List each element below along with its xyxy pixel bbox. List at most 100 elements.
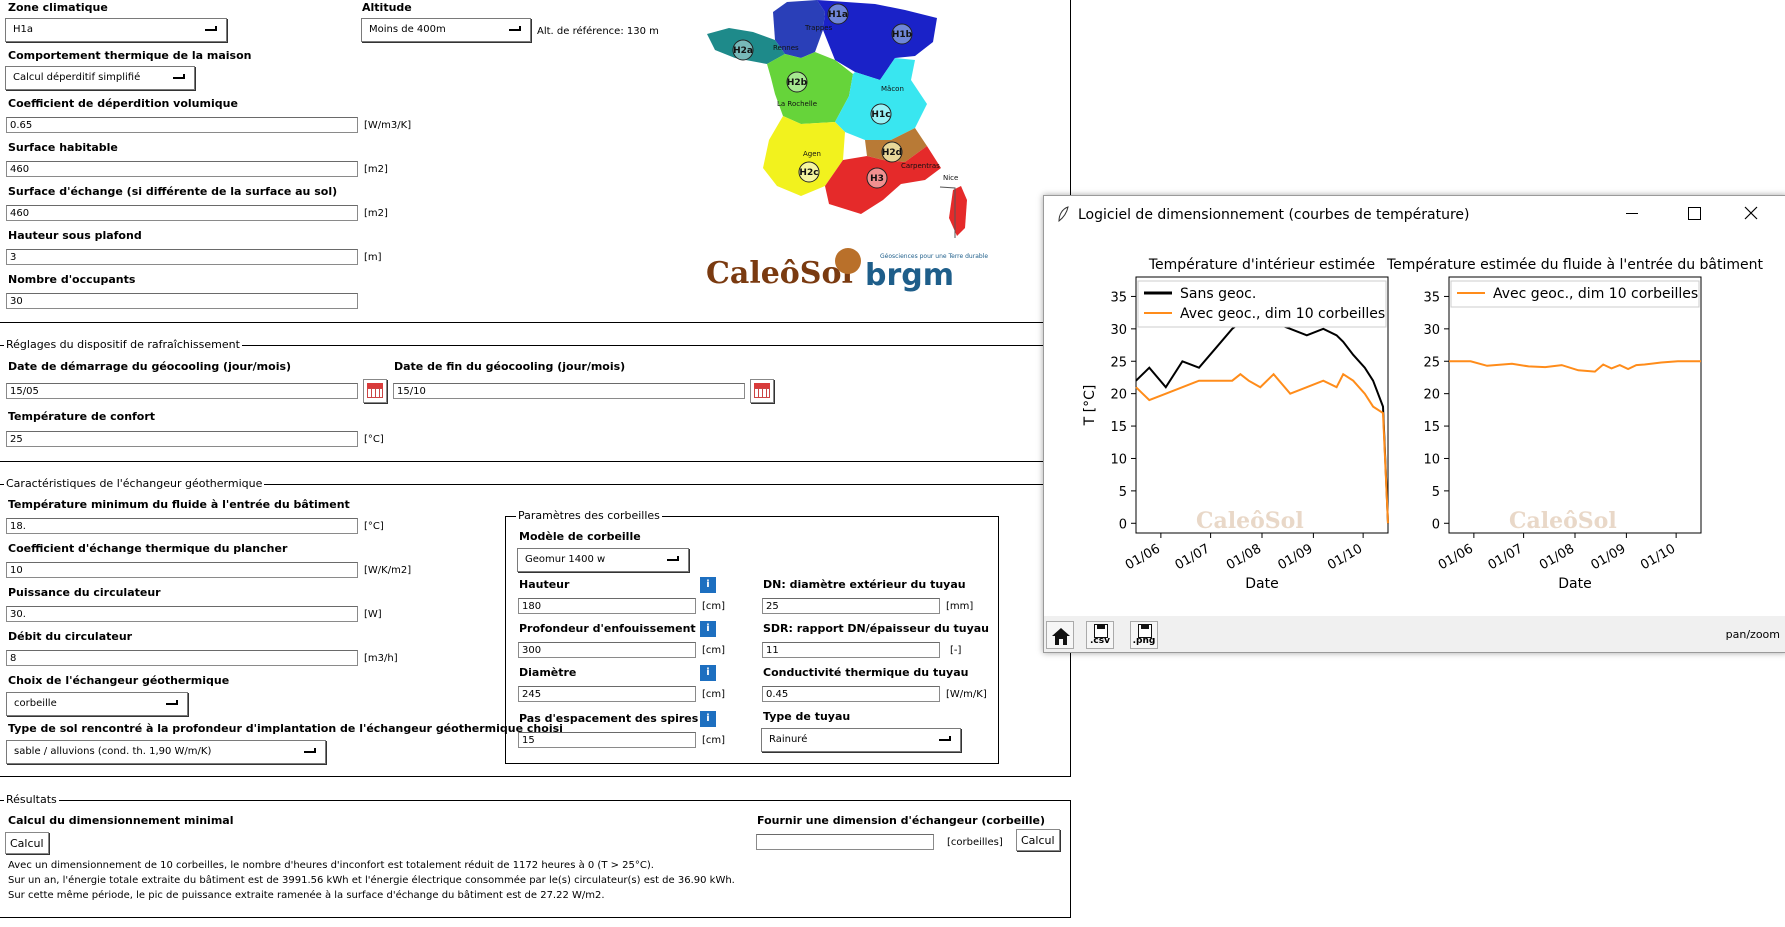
results-group-title: Résultats [4, 793, 59, 806]
exchange-surface-input[interactable] [6, 205, 358, 221]
results-group [0, 800, 1071, 918]
floor-coef-input[interactable] [6, 562, 358, 578]
dropdown-arrow-icon [939, 736, 951, 741]
brgm-tagline: Géosciences pour une Terre durable [880, 253, 989, 260]
close-icon[interactable] [1744, 206, 1758, 220]
info-icon[interactable]: i [700, 577, 716, 593]
y-tick-label: 20 [1423, 388, 1440, 403]
basket-depth-input[interactable] [518, 642, 696, 658]
altitude-select[interactable]: Moins de 400m [361, 18, 531, 42]
pump-flow-input[interactable] [6, 650, 358, 666]
dropdown-arrow-icon [667, 556, 679, 561]
caleosol-logo: CaleôSol [706, 256, 853, 291]
home-button[interactable] [1046, 621, 1074, 649]
pipe-type-label: Type de tuyau [763, 710, 851, 723]
dropdown-arrow-icon [205, 26, 217, 31]
behavior-select[interactable]: Calcul déperditif simplifié [5, 66, 195, 90]
zone-select[interactable]: H1a [5, 18, 227, 42]
behavior-label: Comportement thermique de la maison [8, 49, 252, 62]
pipe-sdr-label: SDR: rapport DN/épaisseur du tuyau [763, 622, 989, 635]
info-icon[interactable]: i [700, 711, 716, 727]
coef-input[interactable] [6, 117, 358, 133]
watermark: CaleôSol [1509, 508, 1617, 534]
y-tick-label: 10 [1423, 452, 1440, 467]
comfort-temp-unit: [°C] [364, 434, 384, 445]
pipe-conductivity-input[interactable] [762, 686, 940, 702]
behavior-value: Calcul déperditif simplifié [13, 72, 141, 83]
basket-pitch-input[interactable] [518, 732, 696, 748]
calc-min-button[interactable]: Calcul [5, 832, 49, 854]
calc-given-button[interactable]: Calcul [1016, 829, 1060, 851]
basket-depth-label: Profondeur d'enfouissement [519, 622, 696, 635]
basket-pitch-unit: [cm] [702, 735, 726, 746]
group-border [0, 484, 1071, 485]
tmin-input[interactable] [6, 518, 358, 534]
map-zone-label: H3 [870, 174, 884, 184]
chart-title: Température estimée du fluide à l'entrée… [1386, 257, 1764, 273]
zone-label: Zone climatique [8, 1, 108, 14]
x-tick-label: 01/10 [1638, 541, 1678, 573]
y-tick-label: 25 [1423, 355, 1440, 370]
altitude-label: Altitude [362, 1, 412, 14]
cooling-start-input[interactable] [6, 383, 358, 399]
ceiling-height-input[interactable] [6, 249, 358, 265]
pipe-dn-input[interactable] [762, 598, 940, 614]
x-tick-label: 01/07 [1173, 541, 1213, 573]
save-png-button[interactable]: .png [1130, 621, 1158, 649]
group-border [0, 776, 1071, 777]
tmin-unit: [°C] [364, 521, 384, 532]
basket-height-unit: [cm] [702, 601, 726, 612]
basket-diameter-input[interactable] [518, 686, 696, 702]
pump-power-input[interactable] [6, 606, 358, 622]
plot-toolbar: .csv .png pan/zoom [1044, 616, 1785, 652]
legend-box [1450, 280, 1700, 308]
calendar-icon[interactable] [750, 379, 774, 403]
brgm-logo-icon [835, 248, 861, 274]
given-size-input[interactable] [756, 834, 934, 850]
pipe-conductivity-unit: [W/m/K] [946, 689, 987, 700]
basket-model-select[interactable]: Geomur 1400 w [517, 548, 689, 572]
basket-height-label: Hauteur [519, 578, 570, 591]
soil-type-select[interactable]: sable / alluvions (cond. th. 1,90 W/m/K) [6, 740, 326, 764]
info-icon[interactable]: i [700, 665, 716, 681]
surface-input[interactable] [6, 161, 358, 177]
map-zone-label: H2a [733, 46, 753, 56]
x-tick-label: 01/06 [1436, 541, 1476, 573]
watermark: CaleôSol [1196, 508, 1304, 534]
calendar-icon[interactable] [363, 379, 387, 403]
chart-title: Température d'intérieur estimée [1148, 257, 1375, 273]
given-size-label: Fournir une dimension d'échangeur (corbe… [757, 814, 1046, 827]
zone-h2b [767, 52, 853, 124]
maximize-icon[interactable] [1688, 207, 1701, 220]
y-tick-label: 30 [1423, 323, 1440, 338]
france-map: H1a H1b H1c H2a H2b H2c H2d H3 Trappes R… [707, 0, 967, 238]
minimize-icon[interactable] [1626, 213, 1638, 214]
pipe-sdr-input[interactable] [762, 642, 940, 658]
group-border [0, 345, 1071, 346]
exchanger-choice-select[interactable]: corbeille [6, 692, 188, 716]
zone-h1a [773, 0, 825, 58]
given-size-unit: [corbeilles] [947, 837, 1003, 848]
pipe-dn-unit: [mm] [946, 601, 974, 612]
exchanger-choice-label: Choix de l'échangeur géothermique [8, 674, 230, 687]
comfort-temp-input[interactable] [6, 431, 358, 447]
save-csv-button[interactable]: .csv [1086, 621, 1114, 649]
cooling-end-input[interactable] [393, 383, 745, 399]
pipe-type-select[interactable]: Rainuré [761, 728, 961, 752]
plot-window: Logiciel de dimensionnement (courbes de … [1043, 195, 1785, 653]
occupants-input[interactable] [6, 293, 358, 309]
window-titlebar[interactable]: Logiciel de dimensionnement (courbes de … [1044, 196, 1785, 232]
frame-divider [0, 322, 1071, 323]
basket-height-input[interactable] [518, 598, 696, 614]
map-city-label: Nice [943, 174, 958, 182]
series-line [1449, 360, 1701, 373]
figure-canvas[interactable]: Température d'intérieur estimée CaleôSol 0… [1044, 232, 1785, 614]
figure-area[interactable]: Température d'intérieur estimée CaleôSol 0… [1044, 232, 1785, 617]
frame-divider [1070, 0, 1071, 322]
map-city-label: Carpentras [901, 162, 940, 170]
y-tick-label: 20 [1110, 388, 1127, 403]
info-icon[interactable]: i [700, 621, 716, 637]
window-title: Logiciel de dimensionnement (courbes de … [1078, 207, 1470, 223]
group-border [0, 461, 1071, 462]
result-line: Sur un an, l'énergie totale extraite du … [8, 875, 735, 886]
